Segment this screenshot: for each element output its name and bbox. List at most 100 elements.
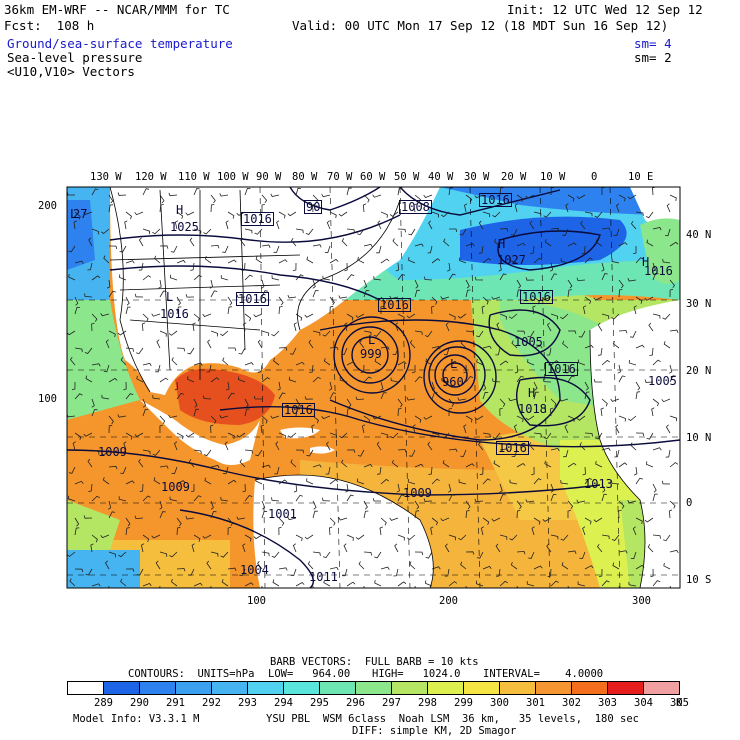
wind-barb <box>595 461 603 468</box>
wind-barb <box>219 330 229 337</box>
colorbar-tick-label: 305 <box>670 697 689 709</box>
wind-barb <box>142 228 151 235</box>
wind-barb <box>372 415 382 420</box>
wind-barb <box>482 345 492 349</box>
wind-barb <box>271 330 280 337</box>
wind-barb <box>174 220 179 230</box>
wind-barb <box>652 447 662 451</box>
isobar-value-label: 1009 <box>98 445 127 459</box>
wind-barb <box>448 534 457 541</box>
wind-barb <box>498 262 502 272</box>
wind-barb <box>525 499 535 503</box>
wind-barb <box>344 322 348 332</box>
wind-barb <box>255 449 263 457</box>
wind-barb <box>244 187 251 196</box>
wind-barb <box>533 211 542 217</box>
wind-barb <box>276 220 280 230</box>
wind-barb <box>261 510 268 519</box>
wind-barb <box>221 579 229 587</box>
wind-barb <box>527 359 535 366</box>
wind-barb <box>630 442 637 451</box>
wind-barb <box>414 551 424 556</box>
wind-barb <box>652 483 657 493</box>
wind-barb <box>295 313 303 321</box>
wind-barb <box>74 432 82 440</box>
wind-barb <box>206 364 212 373</box>
wind-barb <box>295 398 301 408</box>
wind-barb <box>324 245 331 254</box>
wind-barb <box>611 313 620 320</box>
wind-barb <box>138 262 144 271</box>
wind-barb <box>91 449 100 455</box>
wind-barb <box>261 415 268 424</box>
wind-barb <box>227 211 235 219</box>
wind-barb <box>125 432 133 440</box>
wind-barb <box>663 534 671 542</box>
wind-barb <box>601 580 610 587</box>
colorbar-swatch <box>283 681 320 695</box>
wind-barb <box>88 237 93 247</box>
wind-barb <box>125 517 131 527</box>
lat-label: 10 N <box>686 432 712 444</box>
wind-barb <box>511 340 518 349</box>
wind-barb <box>363 289 370 298</box>
high-pressure-marker: H <box>176 203 184 217</box>
wind-barb <box>374 551 382 559</box>
wind-barb <box>618 415 626 422</box>
wind-barb <box>278 567 288 571</box>
wind-barb <box>304 396 314 400</box>
wind-barb <box>580 220 586 230</box>
wind-barb <box>431 211 440 218</box>
wind-barb <box>635 432 645 437</box>
wind-barb <box>562 340 569 349</box>
wind-barb <box>168 414 178 419</box>
colorbar-tick-label: 292 <box>202 697 221 709</box>
wind-barb <box>425 580 433 587</box>
wind-barb <box>158 279 162 289</box>
wind-barb <box>593 378 602 383</box>
wind-barb <box>338 295 348 299</box>
wind-barb <box>142 188 150 196</box>
wind-barb <box>431 258 441 264</box>
wind-barb <box>584 211 593 217</box>
wind-barb <box>207 339 212 349</box>
wind-barb <box>491 296 501 300</box>
wind-barb <box>363 464 373 468</box>
wind-barb <box>550 534 559 540</box>
wind-barb <box>346 534 354 541</box>
wind-barb <box>152 228 161 235</box>
wind-barb <box>85 568 93 576</box>
wind-barb <box>525 194 535 199</box>
wind-barb <box>142 495 151 502</box>
wind-barb <box>533 565 543 570</box>
wind-barb <box>239 568 246 576</box>
wind-barb <box>359 339 365 349</box>
wind-barb <box>430 526 434 536</box>
wind-barb <box>227 432 235 439</box>
wind-barb <box>393 568 399 577</box>
wind-barb <box>219 415 229 419</box>
wind-barb <box>463 424 467 434</box>
wind-barb <box>346 581 356 587</box>
wind-barb <box>174 441 178 451</box>
wind-barb <box>651 407 655 417</box>
wind-barb <box>74 211 81 220</box>
wind-barb <box>474 415 484 421</box>
wind-barb <box>185 516 195 520</box>
lon-label: 100 W <box>217 171 249 183</box>
wind-barb <box>547 322 552 332</box>
wind-barb <box>611 534 620 541</box>
wind-barb <box>397 228 406 233</box>
wind-barb <box>241 262 246 271</box>
wind-barb <box>593 296 603 301</box>
wind-barb <box>492 378 501 383</box>
wind-barb <box>465 376 474 383</box>
wind-barb <box>448 581 458 587</box>
wind-barb <box>185 294 195 298</box>
wind-barb <box>567 550 577 554</box>
wind-barb <box>222 245 229 253</box>
wind-barb <box>431 381 435 391</box>
wind-barb <box>295 534 303 542</box>
wind-barb <box>616 203 620 213</box>
wind-barb <box>68 245 76 253</box>
